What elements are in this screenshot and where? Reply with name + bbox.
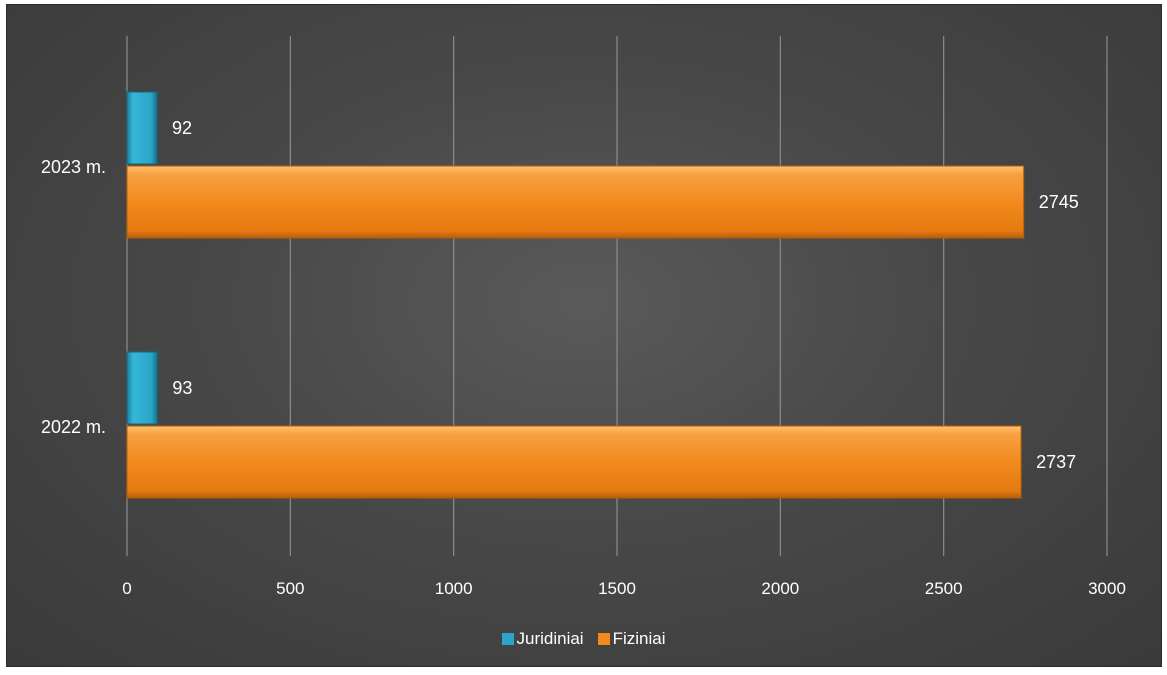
legend-item: Juridiniai <box>501 629 584 649</box>
chart-area <box>6 4 1162 667</box>
x-tick-label: 2500 <box>925 579 963 598</box>
data-label: 93 <box>172 378 192 398</box>
legend-item: Fiziniai <box>597 629 666 649</box>
bar-fiziniai <box>126 165 1025 239</box>
category-label: 2023 m. <box>41 157 106 177</box>
data-label: 92 <box>172 118 192 138</box>
x-tick-label: 2000 <box>761 579 799 598</box>
x-tick-label: 1500 <box>598 579 636 598</box>
bar-juridiniai <box>126 351 158 425</box>
legend-label: Juridiniai <box>516 629 584 648</box>
legend-label: Fiziniai <box>612 629 666 648</box>
bar-juridiniai <box>126 91 158 165</box>
x-tick-label: 1000 <box>435 579 473 598</box>
x-tick-label: 3000 <box>1088 579 1126 598</box>
x-tick-label: 0 <box>122 579 131 598</box>
legend: Juridiniai Fiziniai <box>0 627 1167 651</box>
data-label: 2745 <box>1039 192 1079 212</box>
data-label: 2737 <box>1036 452 1076 472</box>
legend-swatch <box>597 633 610 645</box>
category-label: 2022 m. <box>41 417 106 437</box>
bar-fiziniai <box>126 425 1022 499</box>
x-tick-label: 500 <box>276 579 304 598</box>
legend-swatch <box>501 633 514 645</box>
